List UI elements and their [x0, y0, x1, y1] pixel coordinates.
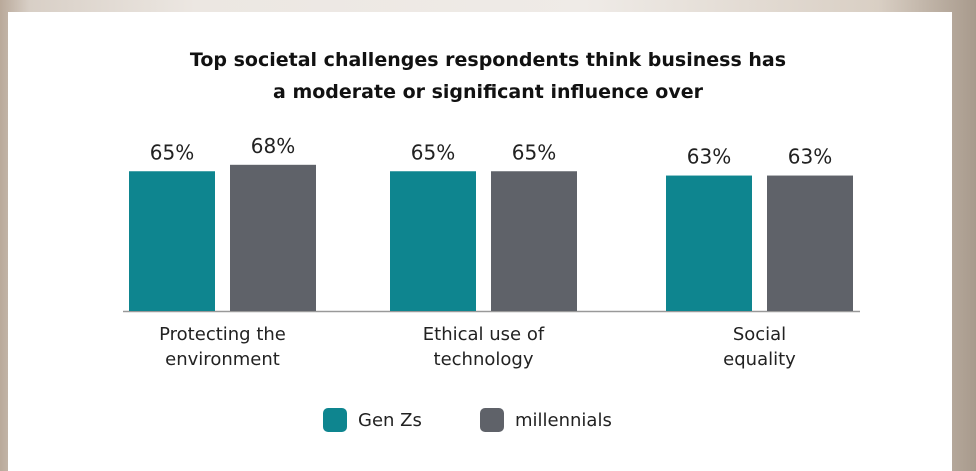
x-tick-label: Social equality — [723, 324, 796, 370]
value-label: 68% — [251, 134, 295, 158]
value-label: 63% — [687, 145, 731, 169]
chart-title-box: Top societal challenges respondents thin… — [0, 44, 976, 108]
value-label: 65% — [512, 140, 556, 164]
value-label: 65% — [411, 140, 455, 164]
bar — [666, 175, 752, 311]
chart-title: Top societal challenges respondents thin… — [189, 49, 787, 103]
legend-item: millennials — [480, 408, 612, 432]
bar — [129, 171, 215, 311]
value-label: 63% — [788, 145, 832, 169]
bar — [390, 171, 476, 311]
legend-swatch — [323, 408, 347, 432]
bar — [767, 175, 853, 311]
legend-label: millennials — [515, 409, 612, 431]
legend-item: Gen Zs — [323, 408, 422, 432]
value-label: 65% — [150, 140, 194, 164]
x-tick-label: Ethical use of technology — [422, 324, 545, 370]
x-tick-label: Protecting the environment — [159, 324, 286, 370]
legend-swatch — [480, 408, 504, 432]
legend-label: Gen Zs — [358, 409, 422, 431]
bar — [230, 164, 316, 311]
bar — [491, 171, 577, 311]
